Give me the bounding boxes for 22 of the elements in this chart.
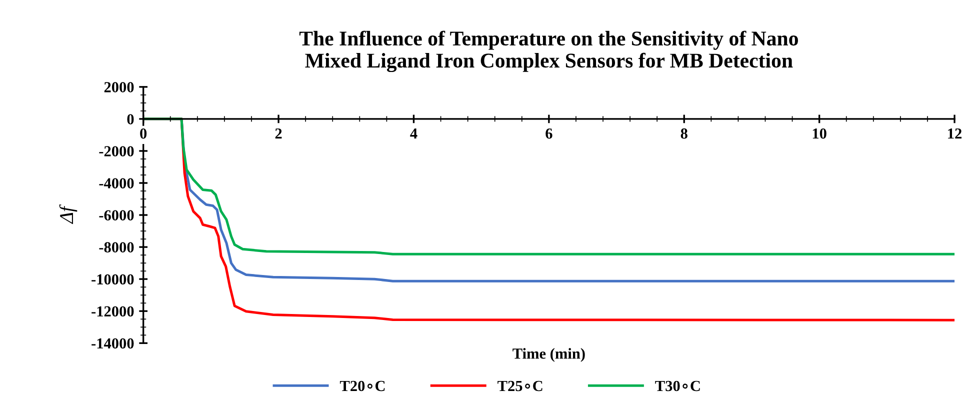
y-tick-label: -10000 (92, 274, 134, 285)
y-tick-label: 2000 (104, 82, 134, 92)
chart-title: The Influence of Temperature on the Sensitivity of Nano Mixed Ligand Iron Complex Sensors for MB Detection (299, 30, 798, 72)
x-tick-label: 12 (948, 128, 962, 139)
y-tick-label: 0 (127, 114, 134, 124)
x-axis-title: Time (min) (512, 348, 585, 362)
x-tick-label: 6 (546, 128, 552, 139)
x-tick-label: 10 (812, 128, 826, 139)
y-tick-label: -14000 (92, 338, 134, 349)
legend-label: T30∘C (655, 380, 700, 392)
x-tick-label: 4 (410, 128, 418, 139)
x-tick-label: 8 (680, 128, 688, 139)
x-tick-label: 2 (275, 128, 282, 139)
y-tick-label: -2000 (99, 146, 134, 156)
legend-label: T25∘C (498, 380, 542, 392)
x-tick-label: 0 (140, 128, 147, 139)
y-tick-label: -12000 (92, 306, 134, 317)
legend-label: T20∘C (340, 380, 385, 392)
y-tick-label: -6000 (99, 210, 134, 220)
y-tick-label: -8000 (99, 242, 134, 252)
y-axis-title: Δf (59, 204, 78, 224)
y-tick-label: -4000 (99, 178, 134, 188)
